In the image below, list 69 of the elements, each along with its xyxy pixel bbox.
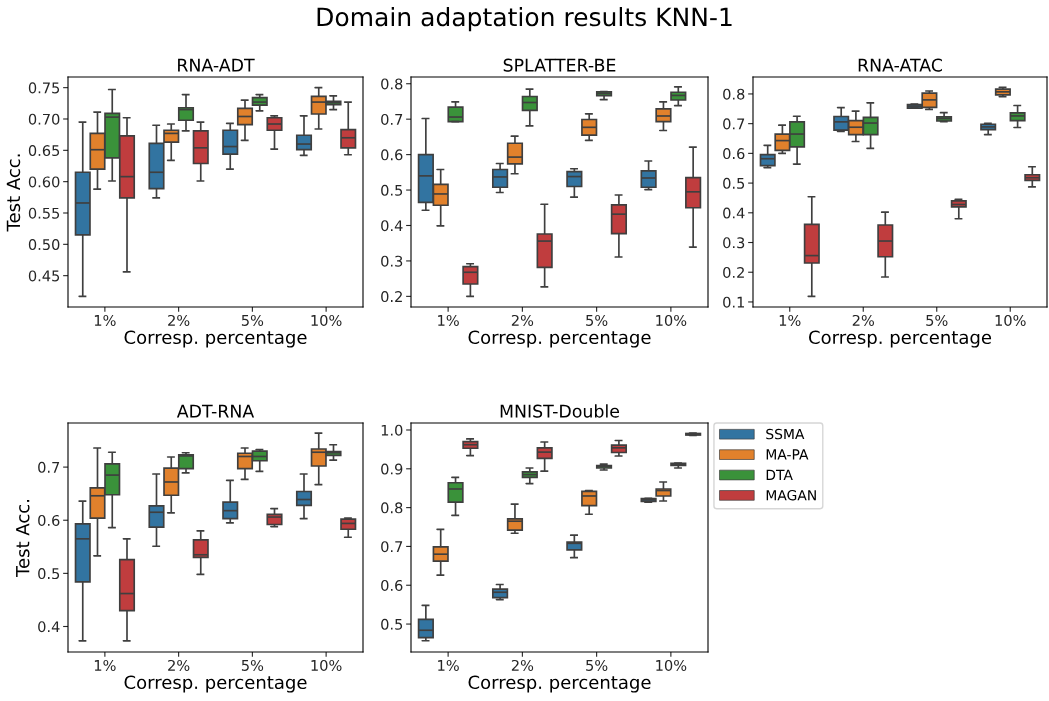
y-tick-label: 0.9 bbox=[381, 463, 403, 475]
y-tick-label: 0.75 bbox=[28, 82, 60, 94]
x-tick-label: 5% bbox=[926, 314, 948, 326]
legend-label: MA-PA bbox=[766, 449, 809, 460]
y-tick-label: 0.7 bbox=[38, 461, 60, 473]
y-axis-title: Test Acc. bbox=[6, 154, 21, 232]
legend-label: MAGAN bbox=[766, 489, 816, 501]
y-tick-label: 0.70 bbox=[28, 113, 60, 125]
x-axis-title: Corresp. percentage bbox=[124, 675, 307, 693]
y-tick-label: 0.1 bbox=[723, 296, 745, 308]
y-tick-label: 0.4 bbox=[723, 207, 745, 219]
y-tick-label: 0.6 bbox=[381, 149, 403, 161]
x-tick-label: 1% bbox=[779, 314, 801, 326]
x-tick-label: 2% bbox=[511, 314, 534, 326]
y-tick-label: 0.6 bbox=[723, 148, 745, 160]
chart-title: ADT-RNA bbox=[176, 404, 255, 418]
y-tick-label: 0.8 bbox=[381, 78, 403, 90]
y-tick-label: 0.7 bbox=[723, 118, 745, 130]
text: Domain adaptation results KNN-1 bbox=[317, 7, 732, 32]
x-tick-label: 1% bbox=[438, 659, 459, 671]
y-tick-label: 0.4 bbox=[38, 621, 60, 633]
y-tick-label: 0.5 bbox=[381, 618, 403, 630]
y-tick-label: 0.6 bbox=[38, 514, 60, 526]
x-tick-label: 5% bbox=[586, 314, 608, 326]
y-tick-label: 0.5 bbox=[381, 184, 403, 196]
x-tick-label: 2% bbox=[511, 659, 534, 671]
x-tick-label: 2% bbox=[168, 314, 190, 326]
legend-label: DTA bbox=[766, 469, 793, 480]
x-tick-label: 2% bbox=[168, 659, 190, 671]
x-tick-label: 10% bbox=[656, 314, 687, 326]
x-tick-label: 10% bbox=[311, 659, 342, 671]
y-tick-label: 0.7 bbox=[381, 113, 403, 125]
y-tick-label: 0.60 bbox=[28, 176, 60, 188]
y-tick-label: 0.5 bbox=[38, 568, 60, 580]
x-tick-label: 10% bbox=[995, 314, 1026, 326]
chart-title: MNIST-Double bbox=[500, 404, 620, 418]
x-tick-label: 1% bbox=[438, 314, 459, 326]
legend-label: SSMA bbox=[766, 428, 805, 440]
y-tick-label: 0.50 bbox=[28, 239, 60, 251]
x-axis-title: Corresp. percentage bbox=[468, 675, 651, 693]
y-tick-label: 0.45 bbox=[28, 270, 60, 282]
y-tick-label: 0.8 bbox=[723, 88, 745, 100]
x-tick-label: 2% bbox=[852, 314, 875, 326]
chart-title: SPLATTER-BE bbox=[503, 58, 616, 72]
y-tick-label: 0.65 bbox=[28, 145, 60, 157]
y-tick-label: 0.55 bbox=[28, 207, 60, 219]
y-tick-label: 0.5 bbox=[723, 177, 745, 189]
x-tick-label: 10% bbox=[311, 314, 342, 326]
y-tick-label: 0.3 bbox=[723, 237, 745, 249]
y-tick-label: 0.7 bbox=[381, 541, 403, 553]
x-tick-label: 1% bbox=[94, 314, 116, 326]
x-tick-label: 5% bbox=[586, 659, 608, 671]
x-axis-title: Corresp. percentage bbox=[468, 330, 651, 348]
x-axis-title: Corresp. percentage bbox=[809, 330, 992, 348]
y-tick-label: 0.2 bbox=[723, 266, 744, 278]
y-tick-label: 0.4 bbox=[381, 220, 403, 232]
chart-title: RNA-ADT bbox=[178, 58, 255, 72]
x-tick-label: 1% bbox=[94, 659, 116, 671]
y-tick-label: 0.2 bbox=[381, 291, 402, 303]
x-tick-label: 5% bbox=[241, 314, 264, 326]
y-tick-label: 1.0 bbox=[381, 424, 403, 436]
y-tick-label: 0.6 bbox=[381, 579, 403, 591]
x-axis-title: Corresp. percentage bbox=[124, 330, 307, 348]
y-tick-label: 0.3 bbox=[381, 255, 403, 267]
y-axis-title: Test Acc. bbox=[16, 499, 30, 578]
x-tick-label: 5% bbox=[241, 659, 264, 671]
y-tick-label: 0.8 bbox=[381, 502, 403, 514]
chart-title: RNA-ATAC bbox=[858, 58, 943, 72]
x-tick-label: 10% bbox=[656, 659, 687, 671]
